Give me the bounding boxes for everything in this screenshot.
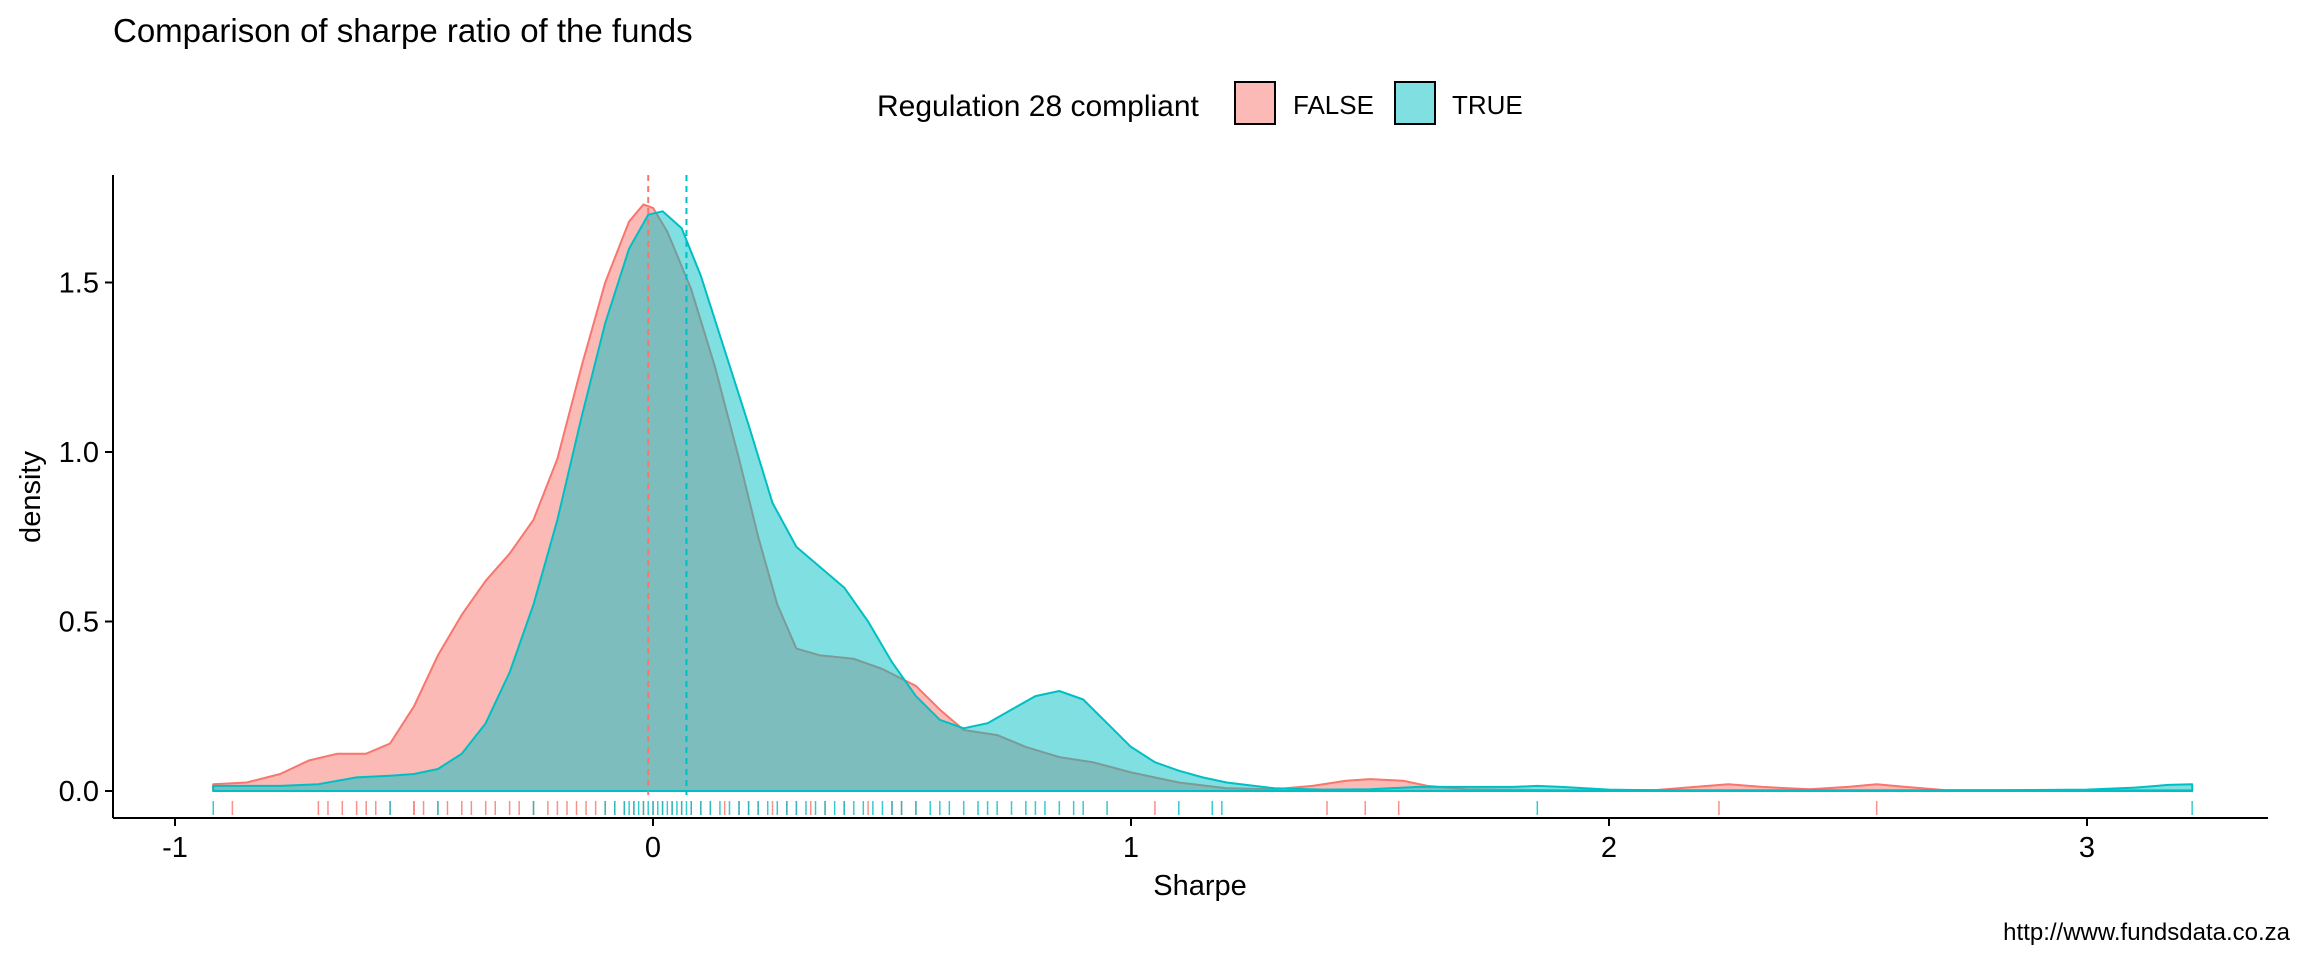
y-tick-label: 0.0 [59,776,99,808]
x-tick-label: 0 [645,832,661,864]
x-tick-label: 2 [1601,832,1617,864]
y-tick-label: 1.0 [59,437,99,469]
x-axis-label: Sharpe [1153,870,1247,902]
legend-key-false[interactable] [1234,81,1276,125]
legend-key-true[interactable] [1394,81,1436,125]
x-tick-label: 1 [1123,832,1139,864]
legend: Regulation 28 compliant FALSE TRUE [877,81,1523,125]
density-area-true [212,210,2194,792]
caption: http://www.fundsdata.co.za [2003,919,2290,946]
legend-title: Regulation 28 compliant [877,90,1200,123]
x-tick-label: -1 [162,832,188,864]
plot-area: 0.0 0.5 1.0 1.5 -1 0 1 2 3 [59,175,2268,864]
x-tick-label: 3 [2079,832,2095,864]
legend-label-true: TRUE [1452,90,1523,120]
y-axis-label: density [15,451,47,543]
y-tick-label: 0.5 [59,607,99,639]
y-tick-label: 1.5 [59,268,99,300]
legend-label-false: FALSE [1293,90,1374,120]
chart-title: Comparison of sharpe ratio of the funds [113,12,693,49]
